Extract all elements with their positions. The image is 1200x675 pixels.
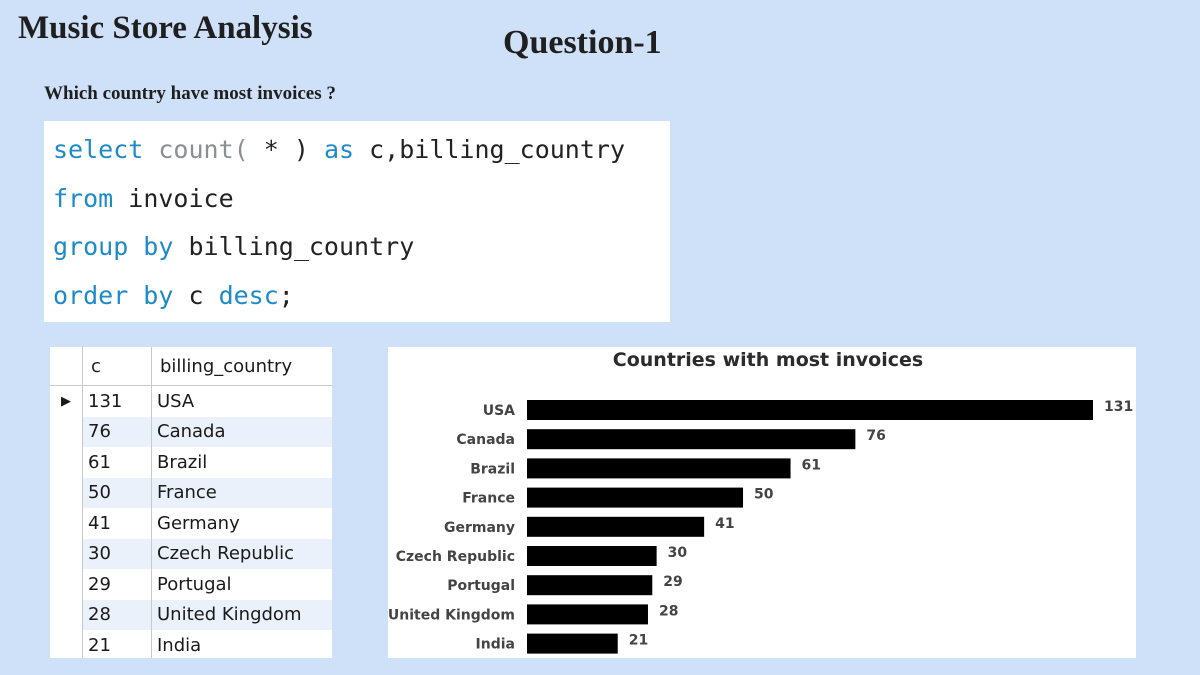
data-label: 30 — [668, 545, 688, 561]
cell-billing-country[interactable]: Canada — [151, 416, 332, 447]
sql-token: count( — [158, 135, 249, 164]
cell-billing-country[interactable]: United Kingdom — [151, 599, 332, 630]
row-gutter[interactable] — [50, 416, 83, 447]
cell-billing-country[interactable]: Portugal — [157, 573, 232, 595]
bar-chart: Countries with most invoices USA 131 Canad… — [388, 347, 1136, 658]
category-label: Canada — [456, 432, 515, 448]
sql-code-block: select count( * ) as c,billing_country fr… — [44, 121, 670, 322]
data-label: 76 — [866, 428, 885, 444]
bar — [527, 516, 705, 537]
data-label: 131 — [1104, 399, 1133, 415]
table-row[interactable]: 29 Portugal — [50, 569, 332, 600]
row-gutter[interactable] — [50, 447, 83, 478]
row-gutter[interactable] — [50, 477, 83, 508]
cell-c[interactable]: 76 — [82, 416, 152, 447]
sql-line: from invoice — [53, 182, 670, 231]
sql-token: from — [53, 183, 114, 213]
cell-billing-country[interactable]: Brazil — [157, 451, 208, 473]
row-header-corner — [50, 347, 83, 386]
sql-token: c — [173, 280, 219, 310]
sql-token: desc — [218, 280, 279, 310]
category-label: Germany — [444, 520, 515, 536]
cell-c[interactable]: 28 — [82, 599, 152, 630]
sql-token: c,billing_country — [369, 135, 625, 164]
row-gutter[interactable] — [50, 538, 83, 569]
cell-c[interactable]: 50 — [82, 477, 152, 508]
data-label: 41 — [715, 516, 734, 532]
cell-billing-country[interactable]: Czech Republic — [151, 538, 332, 569]
bar — [527, 575, 653, 596]
selected-row-marker[interactable]: ▶ — [50, 385, 83, 417]
sql-token: ; — [278, 280, 294, 310]
category-label: United Kingdom — [388, 607, 515, 623]
category-label: India — [476, 637, 515, 653]
column-header-billing-country[interactable]: billing_country — [151, 347, 332, 386]
cell-c[interactable]: 41 — [82, 508, 152, 539]
row-gutter[interactable] — [50, 569, 83, 600]
table-row[interactable]: ▶ 131 USA — [50, 385, 332, 417]
cell-c[interactable]: 21 — [82, 630, 152, 658]
cell-c[interactable]: 131 — [82, 385, 152, 417]
bar — [527, 546, 657, 566]
bar — [527, 400, 1093, 420]
sql-token: ) — [293, 135, 309, 164]
data-label: 29 — [663, 574, 682, 590]
cell-c[interactable]: 61 — [82, 447, 152, 478]
table-row[interactable]: 30 Czech Republic — [50, 538, 332, 569]
bar — [527, 487, 744, 508]
category-label: Brazil — [470, 461, 515, 477]
sql-token: order by — [53, 280, 174, 310]
table-row[interactable]: 41 Germany — [50, 508, 332, 539]
sql-token: invoice — [113, 183, 234, 213]
bar — [527, 458, 791, 479]
chart-title: Countries with most invoices — [612, 349, 924, 371]
table-row[interactable]: 21 India — [50, 630, 332, 658]
row-gutter[interactable] — [50, 508, 83, 539]
table-row[interactable]: 61 Brazil — [50, 447, 332, 478]
table-row[interactable]: 28 United Kingdom — [50, 599, 332, 630]
sql-line: select count( * ) as c,billing_country — [53, 133, 670, 182]
bar — [527, 633, 618, 654]
sql-line: order by c desc; — [53, 279, 670, 328]
chart-canvas: USA 131 Canada 76 Brazil 61 France 50 Germany 41 C… — [388, 399, 1133, 654]
sql-token — [143, 135, 158, 164]
category-label: Czech Republic — [396, 549, 515, 565]
data-label: 21 — [629, 633, 648, 649]
category-label: USA — [483, 403, 515, 419]
data-label: 50 — [754, 487, 774, 503]
category-label: Portugal — [447, 578, 515, 594]
table-row[interactable]: 50 France — [50, 477, 332, 508]
category-label: France — [462, 491, 515, 507]
sql-token: group by — [53, 232, 174, 261]
question-number: Question-1 — [503, 24, 662, 61]
cell-billing-country[interactable]: Germany — [157, 512, 240, 534]
cell-c[interactable]: 29 — [82, 569, 152, 600]
bar — [527, 429, 856, 450]
table-row[interactable]: 76 Canada — [50, 416, 332, 447]
cell-c[interactable]: 30 — [82, 538, 152, 569]
cell-billing-country[interactable]: USA — [157, 390, 195, 412]
row-gutter[interactable] — [50, 630, 83, 658]
page-title: Music Store Analysis — [18, 10, 313, 46]
sql-token: as — [308, 135, 370, 164]
sql-token: select — [53, 135, 144, 164]
bar — [527, 604, 648, 625]
data-label: 28 — [659, 603, 678, 619]
data-label: 61 — [802, 457, 821, 473]
result-grid: c billing_country ▶ 131 USA 76 Canada 61 Brazi… — [50, 347, 332, 658]
question-text: Which country have most invoices ? — [44, 83, 336, 104]
sql-line: group by billing_country — [53, 230, 670, 279]
column-header-c[interactable]: c — [82, 347, 152, 386]
cell-billing-country[interactable]: India — [157, 634, 202, 656]
sql-token: billing_country — [173, 232, 415, 261]
sql-token: * — [248, 135, 294, 164]
row-gutter[interactable] — [50, 599, 83, 630]
cell-billing-country[interactable]: France — [151, 477, 332, 508]
